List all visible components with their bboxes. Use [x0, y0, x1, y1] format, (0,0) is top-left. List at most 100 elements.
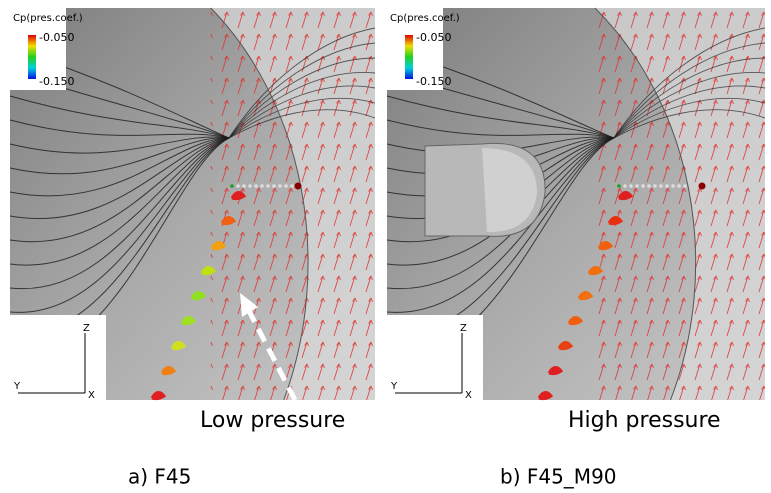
marker — [607, 216, 624, 226]
probe-point — [653, 184, 657, 188]
probe-point — [248, 184, 252, 188]
probe-point — [290, 184, 294, 188]
probe-point — [635, 184, 639, 188]
probe-point — [266, 184, 270, 188]
probe-point — [278, 184, 282, 188]
color-bar — [28, 35, 36, 79]
probe-end — [698, 182, 706, 190]
legend-max: -0.050 — [416, 31, 451, 44]
pointer-arrow — [245, 307, 298, 402]
axis-z: Z — [83, 323, 90, 334]
streamline — [228, 42, 376, 139]
axis-x: X — [88, 390, 95, 401]
probe-point — [242, 184, 246, 188]
marker — [190, 291, 207, 301]
axis-z: Z — [460, 323, 467, 334]
streamline — [386, 95, 614, 139]
streamline — [613, 97, 766, 139]
streamline — [228, 57, 376, 139]
color-bar — [405, 35, 413, 79]
marker — [160, 366, 177, 376]
axes-lines — [395, 333, 463, 394]
probe-end — [294, 182, 302, 190]
velocity-vectors — [210, 8, 375, 400]
probe-point — [677, 184, 681, 188]
streamline — [9, 137, 230, 219]
annotation: Low pressure — [200, 408, 345, 433]
dividing-curve — [210, 7, 309, 401]
probe-point — [254, 184, 258, 188]
legend-min: -0.150 — [416, 75, 451, 88]
marker — [587, 266, 604, 276]
probe-point — [659, 184, 663, 188]
streamline — [9, 137, 230, 290]
legend-title: Cp(pres.coef.) — [390, 13, 460, 24]
probe-point — [260, 184, 264, 188]
marker — [577, 291, 594, 301]
streamline — [228, 85, 376, 139]
streamline — [228, 109, 376, 139]
legend-max: -0.050 — [39, 31, 74, 44]
axes-box — [387, 315, 483, 400]
annotation: High pressure — [568, 408, 721, 433]
streamline — [228, 72, 376, 139]
panel: Cp(pres.coef.) -0.050 -0.150 Z Y X — [9, 7, 376, 402]
marker — [547, 366, 564, 376]
streamline — [613, 42, 766, 139]
legend-min: -0.150 — [39, 75, 74, 88]
streamline — [613, 85, 766, 139]
probe-point — [629, 184, 633, 188]
streamline — [386, 119, 614, 139]
marker — [210, 241, 227, 251]
streamline — [613, 109, 766, 139]
probe-point — [623, 184, 627, 188]
streamline — [9, 137, 230, 243]
axis-x: X — [465, 390, 472, 401]
marker — [537, 391, 554, 401]
pointer-head — [240, 293, 258, 317]
marker — [150, 391, 167, 401]
probe-point — [665, 184, 669, 188]
marker — [557, 341, 574, 351]
legend-title: Cp(pres.coef.) — [13, 13, 83, 24]
marker — [617, 191, 634, 201]
probe-point — [230, 184, 234, 188]
probe-point — [647, 184, 651, 188]
probe-point — [641, 184, 645, 188]
marker — [567, 316, 584, 326]
streamline — [9, 137, 230, 313]
marker — [597, 241, 614, 251]
streamline — [613, 72, 766, 139]
probe-point — [284, 184, 288, 188]
axis-y: Y — [390, 381, 398, 392]
velocity-vectors — [594, 8, 765, 400]
body-shade — [482, 148, 537, 233]
legend-box — [10, 8, 66, 90]
probe-point — [683, 184, 687, 188]
probe-point — [236, 184, 240, 188]
dividing-curve — [594, 7, 697, 401]
marker — [220, 216, 237, 226]
axis-y: Y — [13, 381, 21, 392]
probe-point — [617, 184, 621, 188]
streamline — [386, 137, 614, 313]
streamline — [9, 119, 230, 139]
caption: b) F45_M90 — [500, 465, 617, 489]
probe-point — [272, 184, 276, 188]
axes-box — [10, 315, 106, 400]
streamline — [9, 137, 230, 266]
marker — [230, 191, 247, 201]
probe-point — [671, 184, 675, 188]
marker — [200, 266, 217, 276]
streamline — [9, 136, 230, 154]
axes-lines — [18, 333, 86, 394]
streamline — [228, 97, 376, 139]
streamline — [9, 137, 230, 175]
marker — [180, 316, 197, 326]
caption: a) F45 — [128, 465, 191, 489]
marker — [170, 341, 187, 351]
streamline — [613, 57, 766, 139]
streamline — [228, 27, 376, 139]
streamline — [9, 137, 230, 197]
